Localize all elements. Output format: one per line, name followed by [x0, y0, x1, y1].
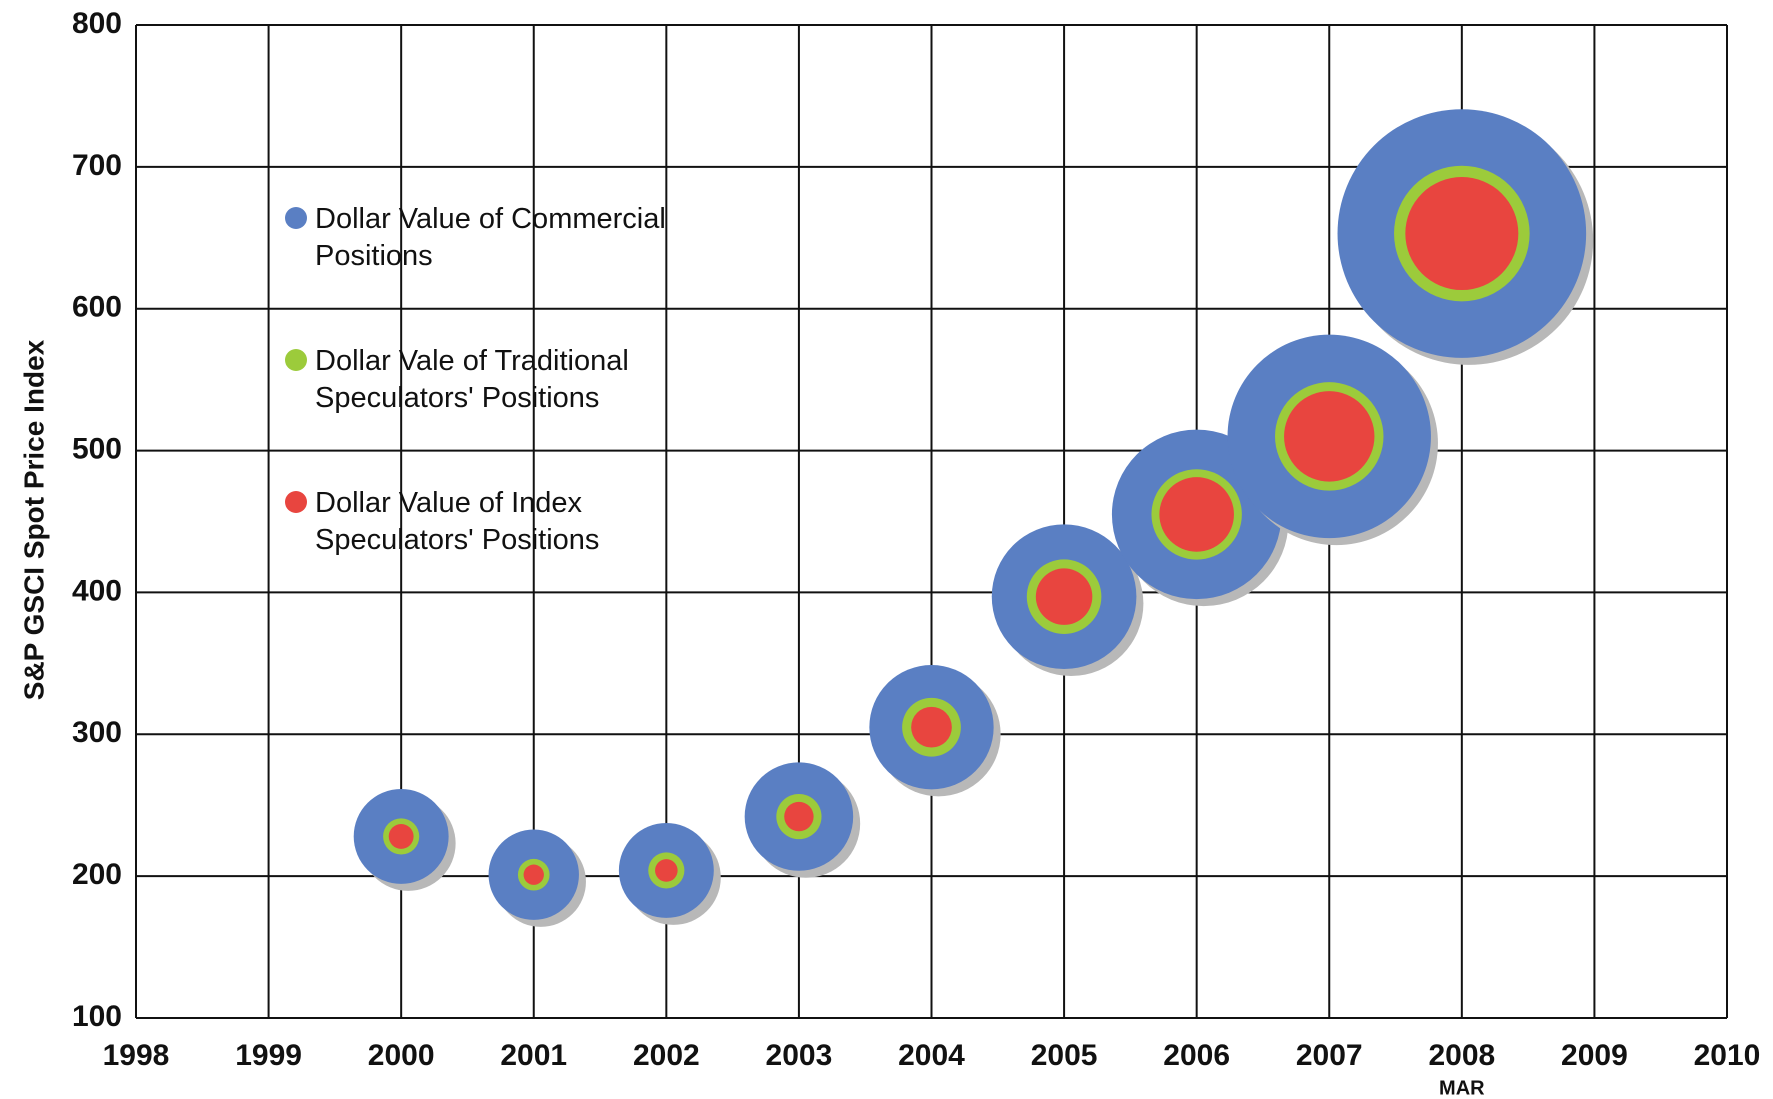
bubble: [1284, 391, 1375, 482]
y-tick-label: 300: [72, 716, 122, 749]
bubble: [523, 864, 544, 885]
bubble: [1159, 477, 1234, 552]
x-tick-label: 1998: [103, 1039, 170, 1072]
bubble: [1035, 568, 1093, 625]
x-tick-label: 2010: [1694, 1039, 1761, 1072]
y-tick-label: 700: [72, 149, 122, 182]
legend-label: Dollar Value of Commercial Positions: [315, 203, 666, 272]
x-tick-label: 2007: [1296, 1039, 1363, 1072]
y-axis-label: S&P GSCI Spot Price Index: [18, 339, 49, 700]
y-tick-label: 400: [72, 574, 122, 607]
x-tick-label: 2003: [766, 1039, 833, 1072]
y-tick-label: 600: [72, 291, 122, 324]
bubble: [784, 801, 814, 832]
bubble: [1405, 177, 1519, 291]
x-tick-label: 2002: [633, 1039, 700, 1072]
legend-marker: [285, 491, 307, 513]
legend-label: Dollar Value of Index Speculators' Posit…: [315, 487, 600, 556]
x-tick-label: 2005: [1031, 1039, 1098, 1072]
legend-marker: [285, 207, 307, 229]
bubble: [655, 859, 678, 882]
x-tick-label: 2008: [1428, 1039, 1495, 1072]
y-tick-label: 500: [72, 432, 122, 465]
y-tick-label: 100: [72, 1000, 122, 1033]
y-tick-label: 200: [72, 858, 122, 891]
y-tick-label: 800: [72, 7, 122, 40]
x-tick-label: 2001: [500, 1039, 567, 1072]
bubble: [388, 823, 414, 849]
x-tick-label: 2006: [1163, 1039, 1230, 1072]
bubble: [911, 706, 952, 748]
x-tick-label: 1999: [235, 1039, 302, 1072]
x-tick-label: 2000: [368, 1039, 435, 1072]
x-tick-label: 2004: [898, 1039, 965, 1072]
legend-label: Dollar Vale of Traditional Speculators' …: [315, 345, 629, 414]
annotation: MAR: [1439, 1077, 1485, 1099]
legend-marker: [285, 349, 307, 371]
x-tick-label: 2009: [1561, 1039, 1628, 1072]
